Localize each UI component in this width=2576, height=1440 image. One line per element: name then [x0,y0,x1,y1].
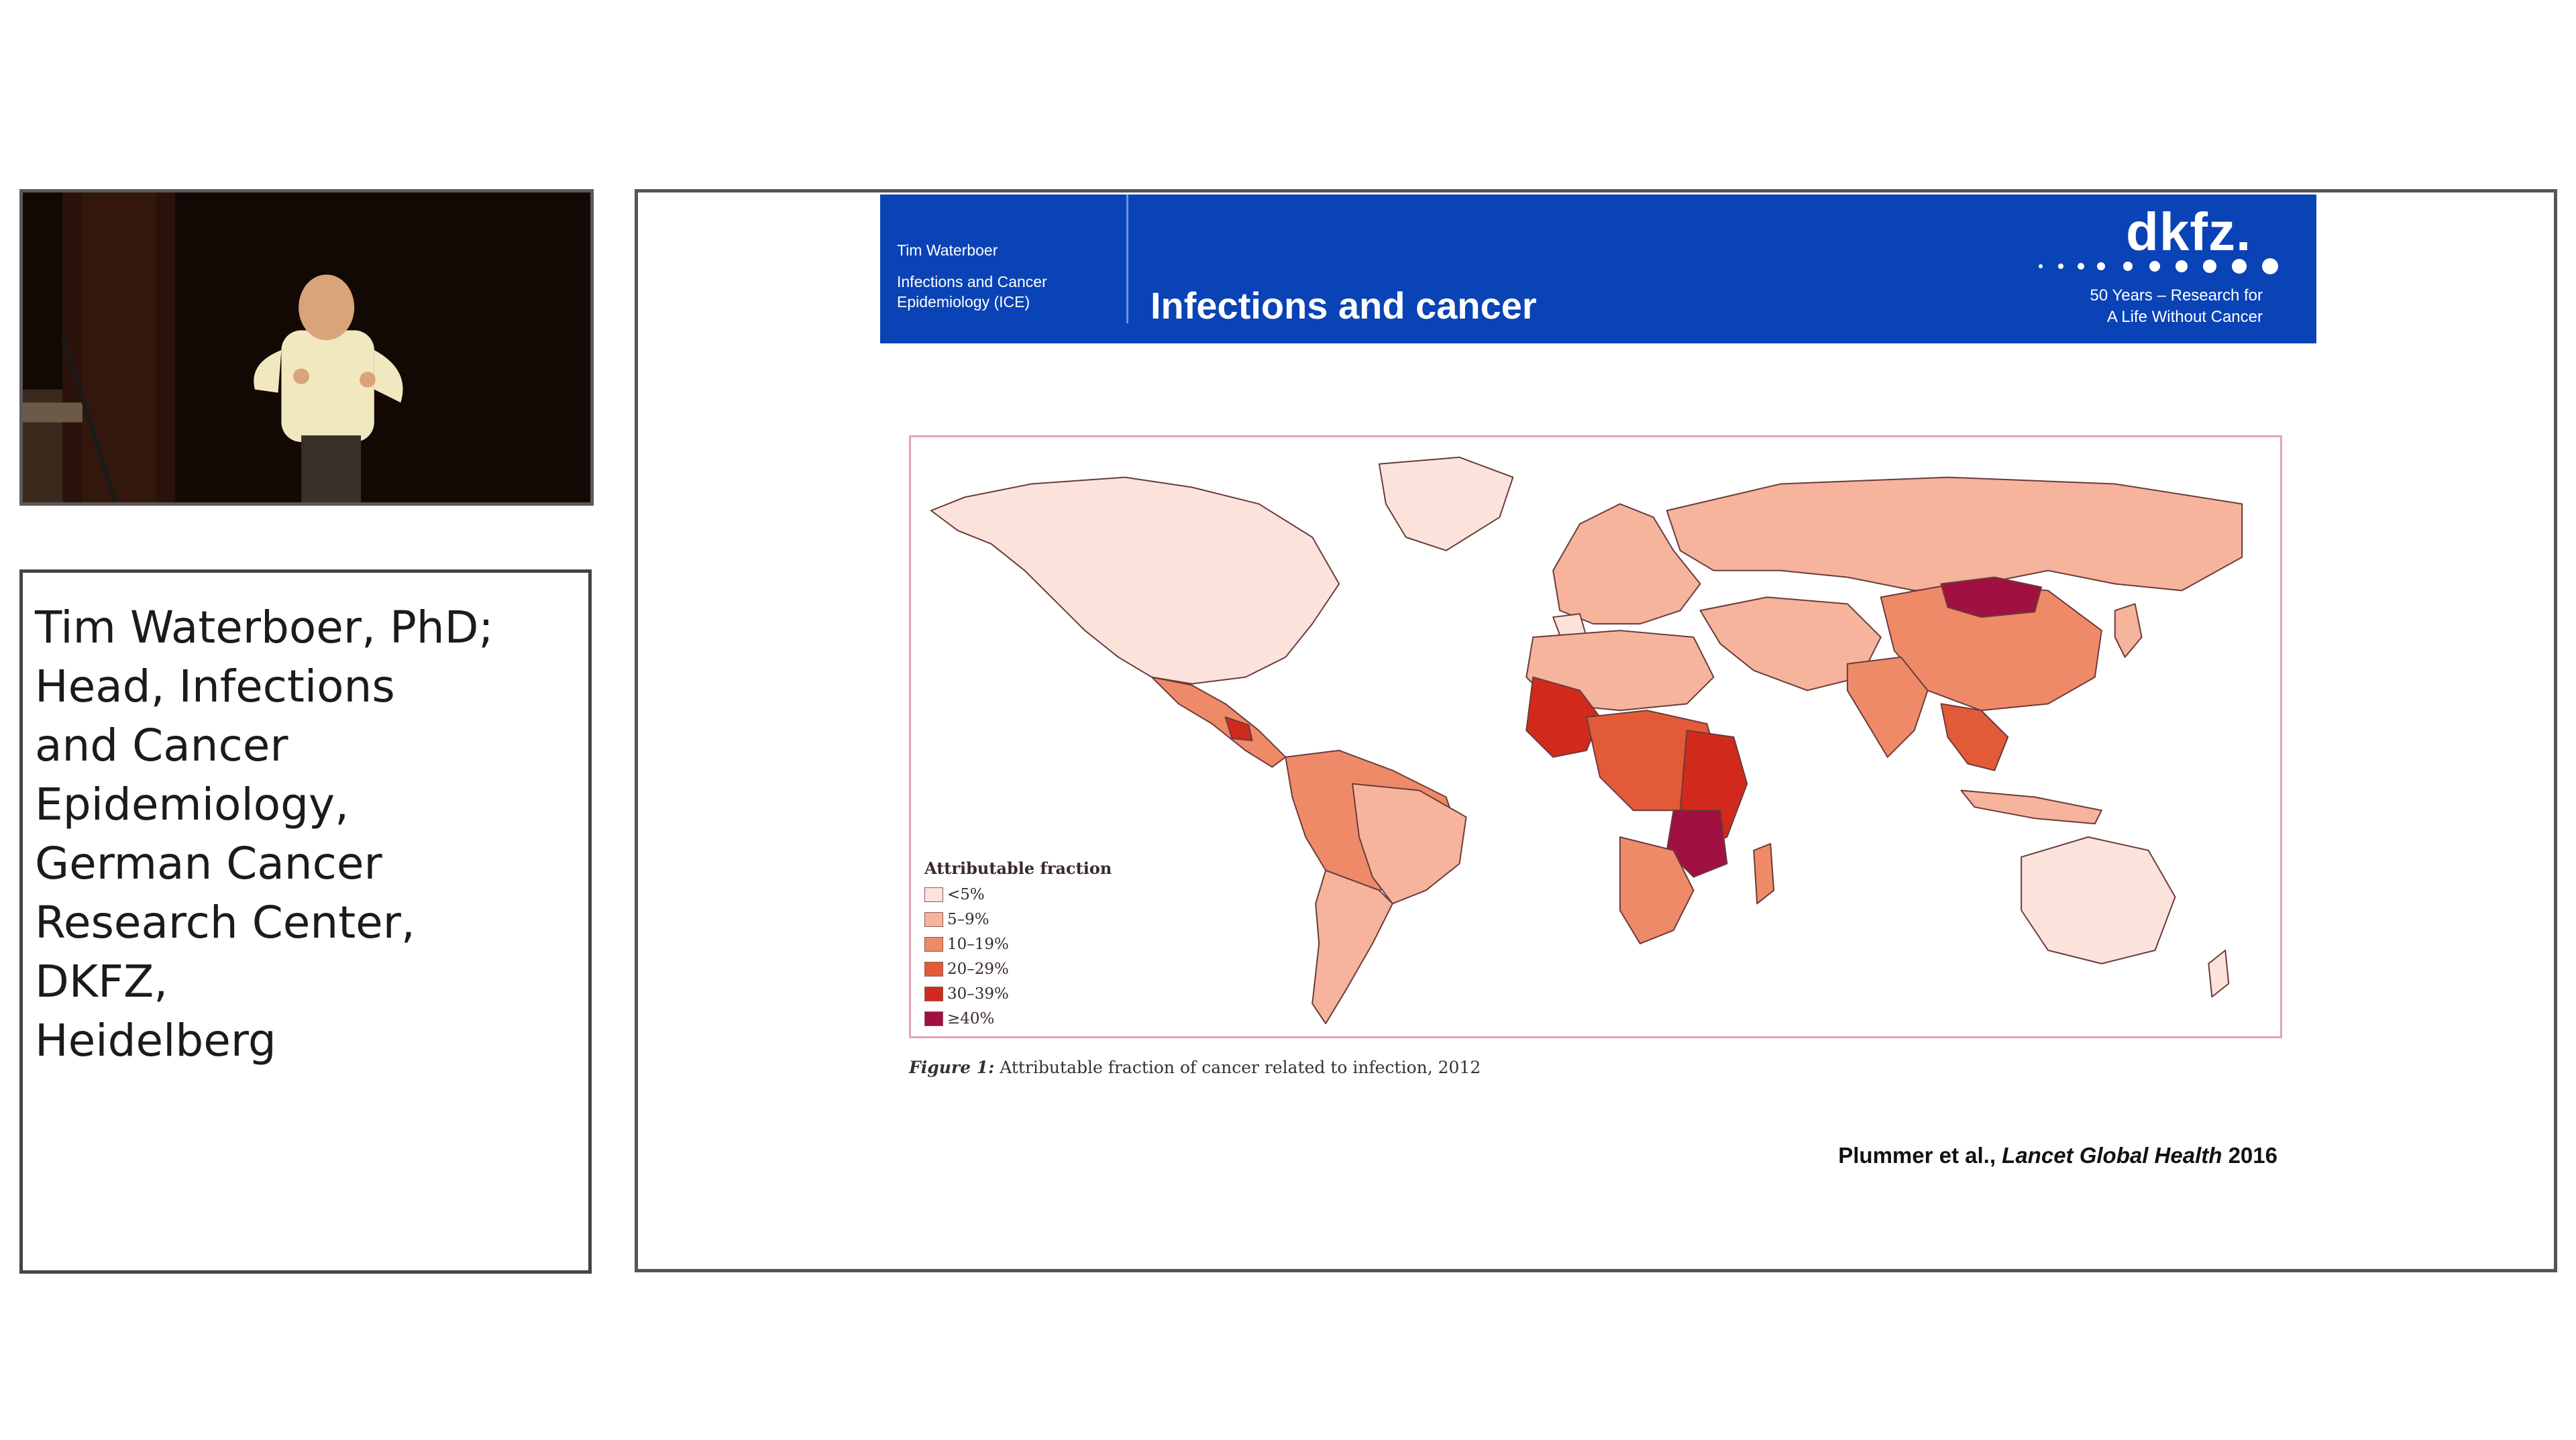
region-central-america [1150,676,1287,768]
legend-swatch [924,1011,943,1026]
caption-line: Head, Infections [35,661,395,712]
slide-header: Tim Waterboer Infections and Cancer Epid… [880,195,2316,343]
region-brazil [1352,783,1467,905]
speaker-video-frame [23,192,590,502]
citation-authors: Plummer et al., [1838,1143,1996,1168]
legend-title: Attributable fraction [924,859,1112,878]
slide-title: Infections and cancer [1150,284,1537,327]
region-greenland [1378,456,1514,551]
region-southeast-asia [1940,703,2009,771]
caption-line: Epidemiology, [35,779,350,830]
header-divider [1126,195,1128,323]
region-southern-cone [1311,869,1393,1025]
map-legend: Attributable fraction <5% 5–9% 10–19% 20… [924,859,1112,1031]
legend-item: 5–9% [924,907,1112,932]
region-japan [2114,603,2143,658]
world-map [930,456,2243,1025]
logo-tagline: 50 Years – Research for A Life Without C… [2090,285,2263,328]
citation-journal: Lancet Global Health [2002,1143,2222,1168]
figure-caption: Figure 1: Attributable fraction of cance… [909,1058,1481,1077]
legend-label: 5–9% [947,910,989,928]
legend-label: 30–39% [947,985,1009,1003]
region-indonesia [1960,789,2102,825]
region-mongolia [1940,576,2043,618]
figure-text: Attributable fraction of cancer related … [1000,1058,1481,1077]
presentation-slide: Tim Waterboer Infections and Cancer Epid… [635,189,2557,1272]
caption-line: Tim Waterboer, PhD; [35,602,494,653]
legend-item: <5% [924,882,1112,907]
header-dept-line: Epidemiology (ICE) [897,293,1030,311]
region-north-america [930,476,1340,685]
world-map-figure: Attributable fraction <5% 5–9% 10–19% 20… [909,435,2282,1038]
caption-line: and Cancer [35,720,288,771]
legend-item: 20–29% [924,956,1112,981]
legend-label: 10–19% [947,935,1009,953]
region-guatemala [1224,716,1253,741]
tagline-line: 50 Years – Research for [2090,286,2263,304]
region-zambia-zimbabwe [1666,810,1728,878]
speaker-video[interactable] [19,189,594,506]
region-india [1846,656,1929,758]
legend-swatch [924,887,943,902]
region-new-zealand [2208,949,2230,998]
caption-line: Research Center, [35,897,415,948]
legend-item: ≥40% [924,1006,1112,1031]
legend-swatch [924,911,943,927]
tagline-line: A Life Without Cancer [2106,308,2263,326]
figure-label: Figure 1: [909,1058,995,1077]
region-australia [2021,836,2176,964]
legend-swatch [924,986,943,1001]
region-russia [1666,476,2243,592]
region-west-africa [1525,676,1601,758]
speaker-caption-panel: Tim Waterboer, PhD; Head, Infections and… [19,569,592,1274]
legend-label: ≥40% [947,1009,995,1028]
region-madagascar [1753,842,1775,905]
citation: Plummer et al., Lancet Global Health 201… [1838,1143,2277,1168]
caption-line: Heidelberg [35,1015,276,1066]
legend-label: <5% [947,885,985,903]
caption-line: DKFZ, [35,956,168,1007]
speaker-caption: Tim Waterboer, PhD; Head, Infections and… [35,598,572,1070]
header-dept-line: Infections and Cancer [897,273,1047,290]
caption-line: German Cancer [35,838,382,889]
dkfz-logo: dkfz. [2126,202,2252,262]
legend-label: 20–29% [947,960,1009,978]
logo-dots-icon [2039,258,2278,274]
legend-item: 30–39% [924,981,1112,1006]
header-author: Tim Waterboer [897,241,998,259]
citation-year: 2016 [2228,1143,2277,1168]
legend-swatch [924,936,943,952]
legend-swatch [924,961,943,977]
header-department: Infections and Cancer Epidemiology (ICE) [897,272,1098,312]
region-southern-africa [1619,836,1695,944]
legend-item: 10–19% [924,932,1112,956]
